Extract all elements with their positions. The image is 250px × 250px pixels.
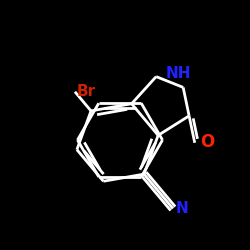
Text: Br: Br xyxy=(76,84,95,99)
Text: NH: NH xyxy=(166,66,191,81)
Text: O: O xyxy=(200,132,214,150)
Text: N: N xyxy=(176,201,188,216)
